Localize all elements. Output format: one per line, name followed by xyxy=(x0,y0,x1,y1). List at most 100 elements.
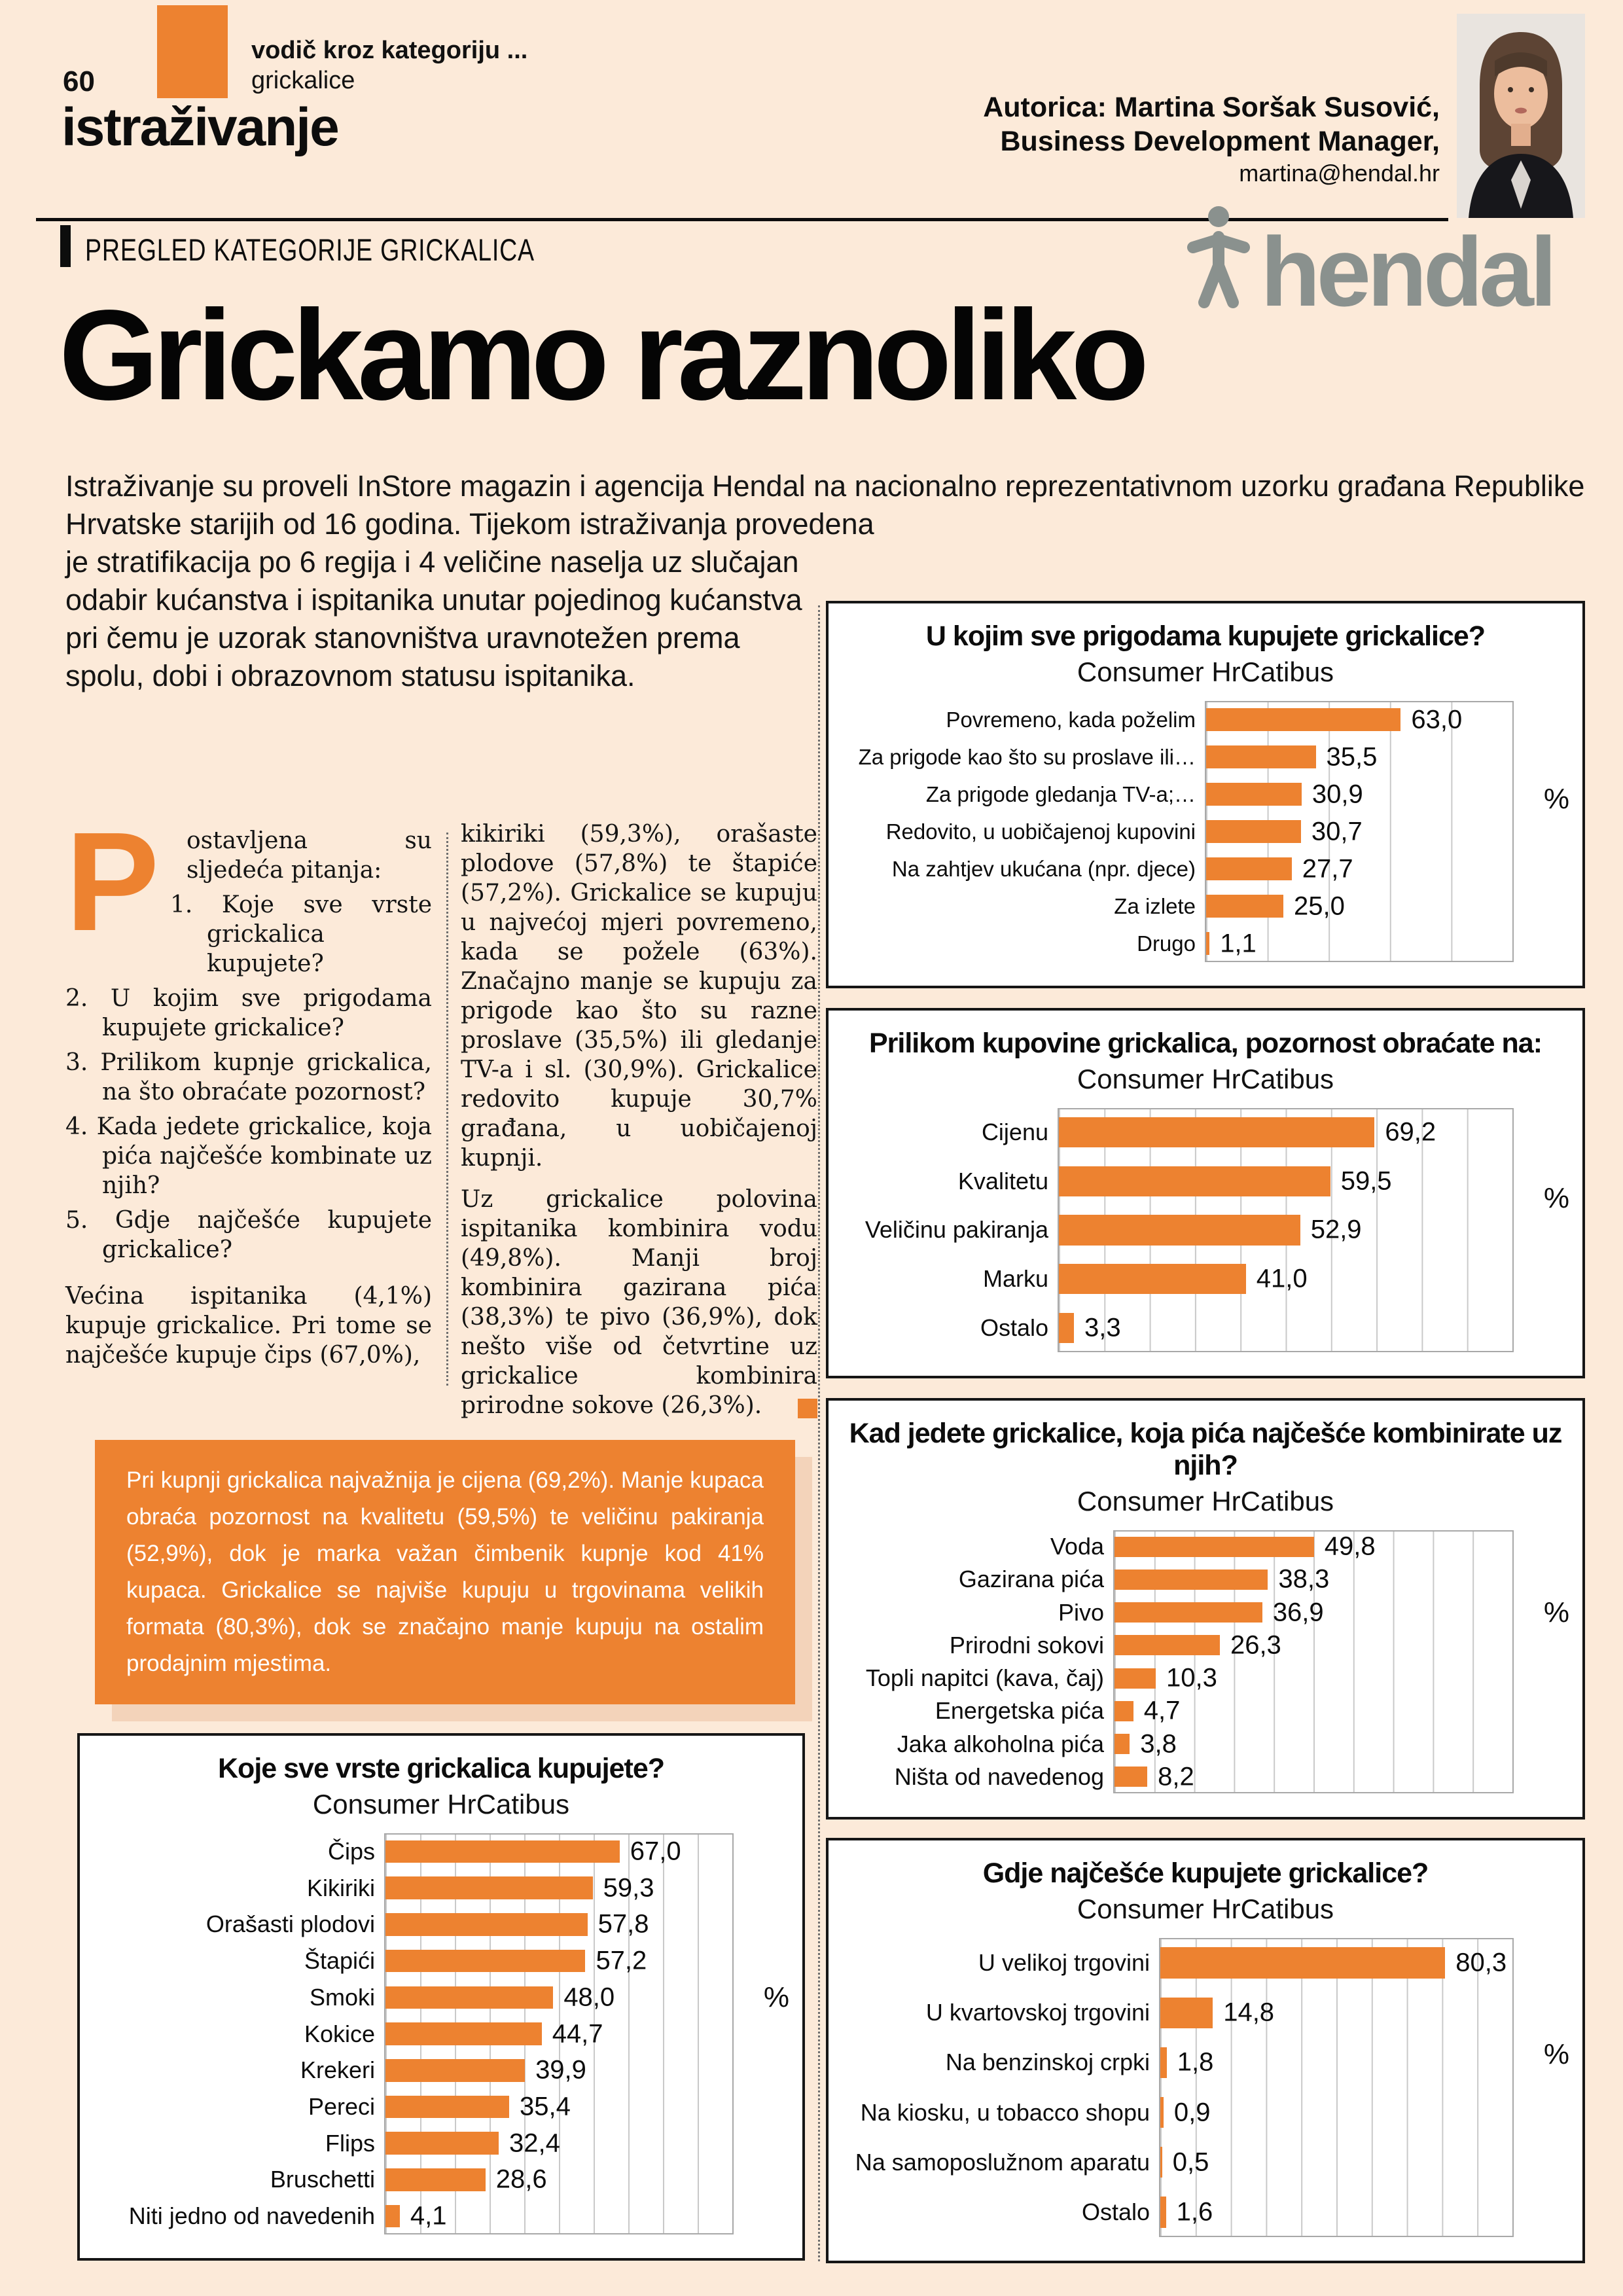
category-header: PREGLED KATEGORIJE GRICKALICA xyxy=(85,232,535,267)
bar-value-label: 30,7 xyxy=(1311,817,1363,846)
bar-track: 35,5 xyxy=(1205,738,1514,776)
bar xyxy=(1206,857,1292,881)
bar xyxy=(1059,1166,1330,1196)
bar xyxy=(385,1913,588,1936)
bar-value-label: 41,0 xyxy=(1256,1264,1308,1293)
bar-row: Na benzinskoj crpki 1,8 xyxy=(842,2037,1514,2087)
bar-row: Kokice 44,7 xyxy=(93,2016,734,2053)
bar-category-label: Marku xyxy=(982,1265,1048,1293)
bar-value-label: 1,6 xyxy=(1176,2197,1213,2227)
bar xyxy=(1206,782,1302,806)
bar-row: U kvartovskoj trgovini 14,8 xyxy=(842,1988,1514,2037)
bar-value-label: 1,8 xyxy=(1177,2047,1214,2077)
bar xyxy=(385,2058,526,2082)
bar-track: 67,0 xyxy=(384,1833,734,1870)
article-column-1: P ostavljena su sljedeća pitanja: 1. Koj… xyxy=(65,802,432,1370)
bar-row: Niti jedno od navedenih 4,1 xyxy=(93,2198,734,2234)
bar-track: 1,6 xyxy=(1159,2187,1514,2237)
question-item: 3. Prilikom kupnje grickalica, na što ob… xyxy=(65,1049,432,1105)
bar-category-label: Niti jedno od navedenih xyxy=(128,2202,375,2230)
bar xyxy=(1115,1602,1262,1623)
hendal-person-icon xyxy=(1187,206,1250,308)
bar-category-label: Kvalitetu xyxy=(957,1167,1048,1194)
bar-category-label: Na zahtjev ukućana (npr. djece) xyxy=(891,856,1196,881)
bar-value-label: 30,9 xyxy=(1311,780,1363,808)
chart-plot: U velikoj trgovini 80,3 U kvartovskoj trgo… xyxy=(842,1938,1514,2237)
bar-row: Za izlete 25,0 xyxy=(842,888,1514,925)
bar xyxy=(1160,1997,1213,2028)
bar-row: Flips 32,4 xyxy=(93,2125,734,2162)
bar-value-label: 57,8 xyxy=(597,1909,649,1939)
bar-value-label: 59,3 xyxy=(603,1873,654,1903)
bar-row: Ništa od navedenog 8,2 xyxy=(842,1761,1514,1793)
bar xyxy=(385,2132,499,2155)
bar-category-label: Gazirana pića xyxy=(958,1566,1104,1593)
chart-subtitle: Consumer HrCatibus xyxy=(312,1789,570,1820)
bar-category-label: Pereci xyxy=(308,2093,375,2120)
bar-value-label: 27,7 xyxy=(1302,854,1353,883)
bar-track: 36,9 xyxy=(1113,1596,1514,1629)
bar-row: Na zahtjev ukućana (npr. djece) 27,7 xyxy=(842,850,1514,888)
bar-value-label: 4,1 xyxy=(410,2201,447,2231)
bar xyxy=(1115,1700,1133,1721)
bar-category-label: Za prigode gledanja TV-a;… xyxy=(925,781,1196,806)
bar xyxy=(1160,2096,1164,2128)
bar xyxy=(1115,1569,1268,1590)
article-paragraph: Većina ispitanika (4,1%) kupuje grickali… xyxy=(65,1283,432,1369)
bar-category-label: Za izlete xyxy=(1114,893,1196,918)
article-paragraph: Uz grickalice polovina ispitanika kombin… xyxy=(461,1185,817,1420)
bar xyxy=(1160,2197,1166,2228)
bar-category-label: Energetska pića xyxy=(935,1697,1104,1725)
intro-paragraph: Istraživanje su proveli InStore magazin … xyxy=(65,467,1585,695)
bar-track: 1,1 xyxy=(1205,925,1514,962)
bar-row: Voda 49,8 xyxy=(842,1530,1514,1563)
bar xyxy=(1115,1734,1130,1755)
bar-row: Topli napitci (kava, čaj) 10,3 xyxy=(842,1662,1514,1695)
bar xyxy=(1115,1767,1148,1787)
percent-axis-label: % xyxy=(1543,1182,1569,1215)
bar-category-label: Orašasti plodovi xyxy=(205,1910,375,1938)
kicker-bold: vodič kroz kategoriju ... xyxy=(251,37,528,64)
bar-row: Prirodni sokovi 26,3 xyxy=(842,1629,1514,1662)
bar-value-label: 36,9 xyxy=(1272,1598,1324,1627)
dropcap-p: P xyxy=(65,802,160,960)
bar-track: 80,3 xyxy=(1159,1938,1514,1988)
bar-value-label: 4,7 xyxy=(1143,1696,1181,1725)
chart-title: Gdje najčešće kupujete grickalice? xyxy=(982,1857,1429,1889)
kicker: grickalice xyxy=(251,67,355,94)
bar-category-label: U kvartovskoj trgovini xyxy=(925,1999,1150,2026)
bar-value-label: 35,4 xyxy=(520,2092,571,2121)
bar xyxy=(1206,894,1283,918)
bar xyxy=(385,2204,400,2228)
bar-track: 28,6 xyxy=(384,2162,734,2198)
bar xyxy=(385,2168,486,2191)
question-list: 1. Koje sve vrste grickalica kupujete? 2.… xyxy=(65,890,432,1265)
question-item: 1. Koje sve vrste grickalica kupujete? xyxy=(170,891,432,977)
bar-category-label: Na kiosku, u tobacco shopu xyxy=(860,2098,1150,2126)
chart-title: Koje sve vrste grickalica kupujete? xyxy=(218,1753,665,1784)
bar-track: 4,1 xyxy=(384,2198,734,2234)
bar-value-label: 32,4 xyxy=(509,2128,560,2158)
question-item: 4. Kada jedete grickalice, koja pića naj… xyxy=(65,1113,432,1199)
lead-paragraph: ostavljena su sljedeća pitanja: xyxy=(187,827,432,884)
bar-value-label: 8,2 xyxy=(1158,1762,1194,1791)
bar-track: 3,3 xyxy=(1058,1303,1514,1352)
page-title: Grickamo raznoliko xyxy=(59,283,1149,427)
bar xyxy=(1160,2047,1167,2079)
bar-category-label: Čips xyxy=(327,1837,375,1865)
bar-value-label: 48,0 xyxy=(563,1982,615,2012)
bar-track: 57,8 xyxy=(384,1906,734,1943)
page-number: 60 xyxy=(63,65,95,98)
bar xyxy=(1206,931,1210,956)
bar-value-label: 44,7 xyxy=(552,2019,603,2049)
author-email[interactable]: martina@hendal.hr xyxy=(1239,160,1440,187)
bar-category-label: Štapići xyxy=(304,1947,375,1975)
bar-track: 30,7 xyxy=(1205,813,1514,850)
bar-row: Energetska pića 4,7 xyxy=(842,1695,1514,1727)
chart-snack-types: Koje sve vrste grickalica kupujete? Cons… xyxy=(77,1733,805,2261)
chart-subtitle: Consumer HrCatibus xyxy=(1077,1064,1334,1094)
bar-value-label: 26,3 xyxy=(1230,1630,1281,1660)
bar-category-label: Za prigode kao što su proslave ili… xyxy=(858,744,1196,769)
bar xyxy=(1115,1635,1220,1656)
